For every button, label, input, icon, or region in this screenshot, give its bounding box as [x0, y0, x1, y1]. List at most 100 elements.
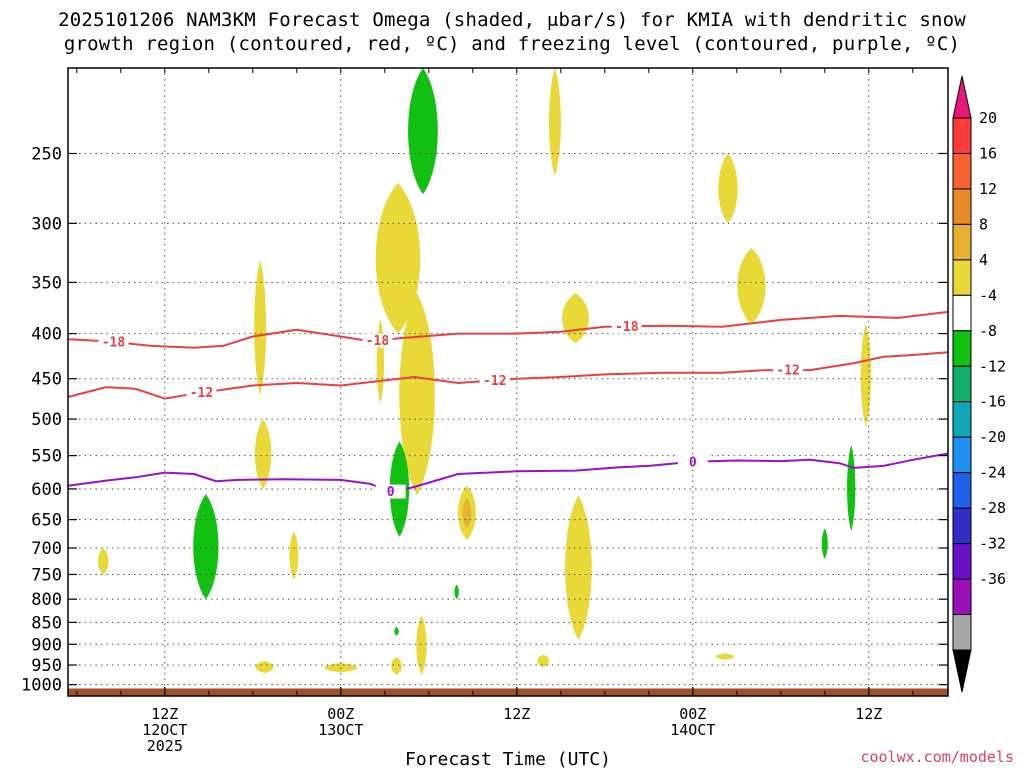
site-credit: coolwx.com/models — [860, 748, 1014, 766]
plot-frame — [67, 67, 949, 697]
omega-neg-26h-790 — [454, 584, 459, 600]
y-tick-label-950: 950 — [31, 656, 62, 676]
omega-pos-13h-410 — [254, 259, 267, 396]
y-tick-label-650: 650 — [31, 511, 62, 531]
colorbar-label-13: -36 — [979, 570, 1006, 588]
colorbar-segment-10 — [952, 472, 972, 509]
colorbar-segment-5 — [952, 294, 972, 332]
y-tick-label-900: 900 — [31, 635, 62, 655]
colorbar-label-1: 16 — [979, 144, 997, 162]
omega-pos-44h-275 — [718, 153, 738, 224]
y-tick-label-600: 600 — [31, 480, 62, 500]
dgz-minus-12-label-0: -12 — [190, 386, 213, 401]
omega-pos-22h-330 — [375, 182, 421, 334]
colorbar-segment-6 — [952, 330, 972, 367]
grid-layer — [68, 68, 948, 696]
y-tick-label-250: 250 — [31, 144, 62, 164]
colorbar-label-2: 12 — [979, 180, 997, 198]
colorbar-label-12: -32 — [979, 535, 1006, 553]
colorbar-segment-0 — [952, 117, 972, 154]
omega-neg-52h-600 — [847, 445, 856, 532]
dgz-minus-18-label-bg-1 — [362, 333, 393, 348]
y-tick-label-400: 400 — [31, 325, 62, 345]
x-tick-label-h18-1: 13OCT — [318, 721, 363, 739]
colorbar-label-8: -16 — [979, 393, 1006, 411]
omega-pos-27h-640-core — [462, 498, 472, 529]
x-tick-label-h42-1: 14OCT — [670, 721, 715, 739]
dgz-minus-18-line — [67, 310, 949, 349]
omega-neg-09h-700 — [193, 494, 219, 600]
omega-pos-22h-950 — [391, 656, 402, 675]
colorbar-bottom-arrow — [952, 649, 972, 693]
y-tick-label-550: 550 — [31, 447, 62, 467]
x-tick-label-h6-1: 12OCT — [142, 721, 187, 739]
y-tick-label-700: 700 — [31, 539, 62, 559]
omega-pos-20h-430 — [376, 318, 385, 404]
omega-pos-15h-700 — [289, 531, 299, 580]
colorbar-segment-14 — [952, 614, 972, 651]
x-axis-label: Forecast Time (UTC) — [405, 749, 611, 768]
y-tick-label-850: 850 — [31, 613, 62, 633]
dgz-minus-18-label-1: -18 — [366, 334, 390, 349]
omega-pos-32h-230 — [548, 68, 561, 176]
terrain-layer — [68, 688, 948, 696]
x-tick-label-h54-0: 12Z — [855, 705, 882, 723]
colorbar-segment-9 — [952, 436, 972, 474]
colorbar-segment-4 — [952, 259, 972, 296]
dgz-minus-12-label-2: -12 — [776, 364, 799, 379]
colorbar-label-0: 20 — [979, 109, 997, 127]
omega-pos-13h-555 — [254, 419, 272, 489]
omega-pos-13h-955 — [255, 660, 274, 674]
colorbar-segment-2 — [952, 188, 972, 225]
y-tick-label-450: 450 — [31, 370, 62, 390]
dgz-minus-18-label-bg-2 — [611, 319, 642, 334]
colorbar-label-9: -20 — [979, 428, 1006, 446]
dgz-minus-18-label-0: -18 — [102, 335, 126, 350]
colorbar-segment-11 — [952, 507, 972, 545]
axes-layer: 2503003504004505005506006507007508008509… — [21, 67, 949, 755]
omega-pos-24h-880 — [416, 615, 427, 675]
x-tick-label-h18-0: 00Z — [327, 705, 354, 723]
colorbar-label-11: -28 — [979, 499, 1006, 517]
y-tick-label-750: 750 — [31, 565, 62, 585]
omega-neg-23h-230 — [408, 68, 438, 195]
dgz-minus-12-label-1: -12 — [483, 374, 506, 389]
freezing-level-label-0: 0 — [387, 485, 395, 500]
omega-neg-22h-870 — [394, 626, 399, 636]
dgz-minus-12-label-bg-1 — [479, 373, 510, 388]
colorbar-top-arrow — [952, 75, 972, 119]
colorbar-label-4: 4 — [979, 251, 988, 269]
freezing-level-label-bg-0 — [375, 484, 406, 499]
terrain-surface — [68, 688, 948, 696]
colorbar-segment-13 — [952, 578, 972, 616]
omega-neg-51h-690 — [821, 528, 828, 559]
y-tick-label-300: 300 — [31, 214, 62, 234]
colorbar: 20 16 12 8 4 -4 -8 -12 -16 -20 -24 -28 -32 -36 — [952, 75, 1006, 693]
dgz-minus-18-label-2: -18 — [615, 320, 639, 335]
dgz-minus-18-label-bg-0 — [98, 334, 129, 349]
omega-shading-layer — [98, 68, 872, 675]
colorbar-label-10: -24 — [979, 464, 1006, 482]
dgz-minus-12-label-bg-0 — [186, 385, 217, 400]
colorbar-label-6: -8 — [979, 322, 997, 340]
freezing-level-line — [67, 452, 949, 494]
omega-pos-35h-740 — [565, 495, 592, 641]
contour-layer: -18 -18 -18 -12 -12 -12 0 0 — [67, 310, 949, 500]
omega-pos-44h-930 — [716, 653, 734, 660]
omega-pos-04h-725 — [98, 548, 109, 575]
omega-pos-34h-390 — [562, 293, 589, 344]
colorbar-segment-7 — [952, 365, 972, 403]
omega-pos-46h-360 — [737, 248, 766, 324]
y-tick-label-350: 350 — [31, 273, 62, 293]
x-tick-label-h6-0: 12Z — [151, 705, 178, 723]
omega-pos-32h-940 — [537, 654, 550, 668]
colorbar-label-3: 8 — [979, 215, 988, 233]
colorbar-segment-8 — [952, 401, 972, 438]
chart-title-line2: growth region (contoured, red, ºC) and f… — [63, 33, 961, 55]
colorbar-segment-1 — [952, 152, 972, 190]
freezing-level-label-1: 0 — [689, 455, 697, 470]
x-tick-label-h30-0: 12Z — [503, 705, 530, 723]
colorbar-label-5: -4 — [979, 286, 997, 304]
y-tick-label-500: 500 — [31, 410, 62, 430]
